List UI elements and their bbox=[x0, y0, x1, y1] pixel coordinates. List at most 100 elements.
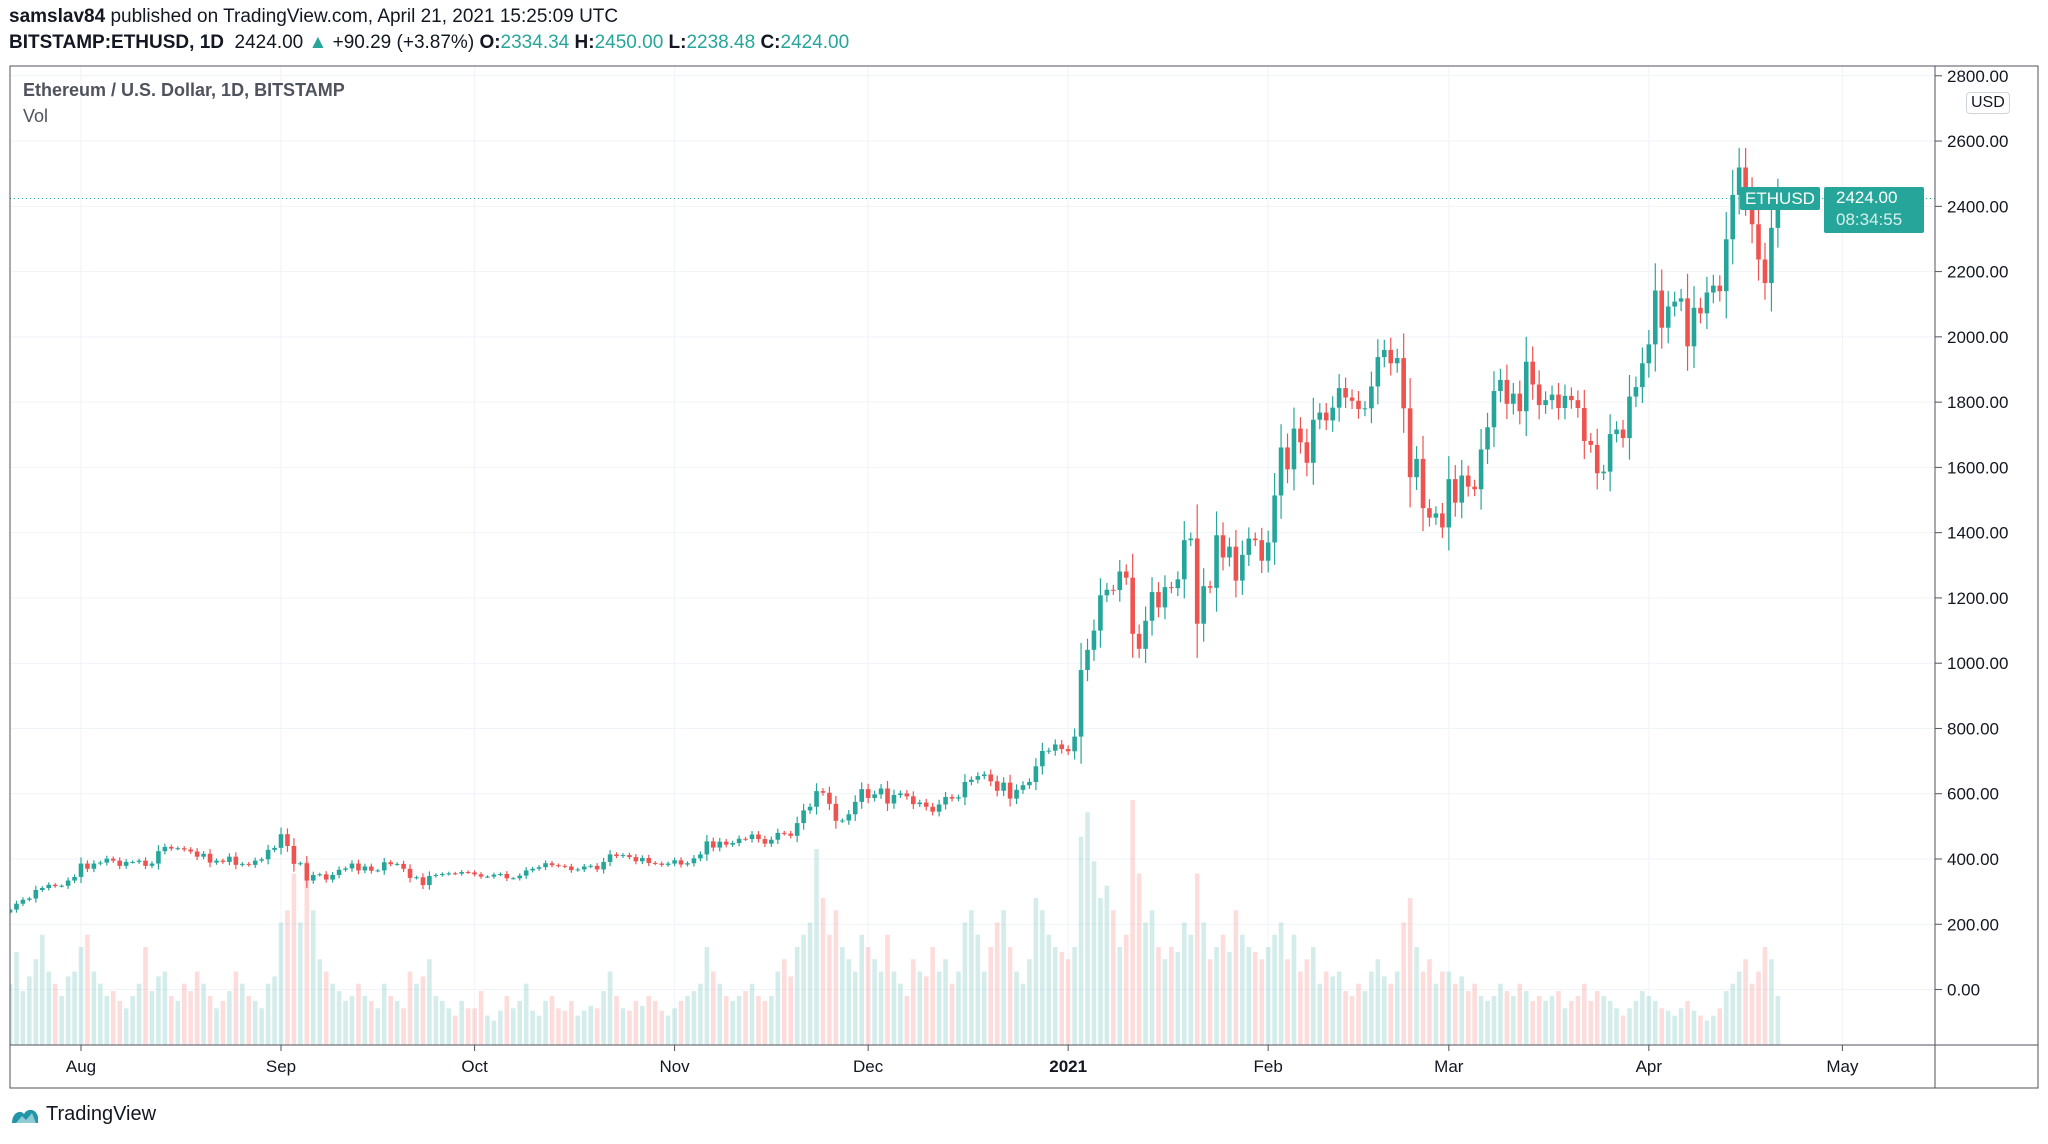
candle-body bbox=[575, 869, 581, 871]
candle-body bbox=[1562, 395, 1568, 408]
open-value: 2334.34 bbox=[500, 32, 570, 53]
volume-bar bbox=[1698, 1015, 1703, 1045]
volume-bar bbox=[459, 1000, 464, 1045]
volume-bar bbox=[1149, 910, 1155, 1045]
candle-body bbox=[769, 839, 774, 844]
volume-bar bbox=[1246, 947, 1252, 1045]
candle-body bbox=[820, 791, 826, 793]
volume-bar bbox=[78, 947, 84, 1045]
candle-body bbox=[104, 858, 110, 863]
volume-bar bbox=[665, 1015, 671, 1045]
volume-bar bbox=[833, 910, 839, 1045]
candle-body bbox=[356, 863, 361, 871]
tradingview-logo[interactable]: TradingView bbox=[10, 1103, 156, 1126]
candle-body bbox=[698, 854, 703, 859]
volume-bar bbox=[1007, 947, 1013, 1045]
volume-bar bbox=[491, 1020, 497, 1045]
candle-body bbox=[1749, 196, 1755, 225]
candle-body bbox=[827, 792, 832, 804]
volume-bar bbox=[20, 991, 26, 1045]
candle-body bbox=[1349, 397, 1355, 401]
volume-bar bbox=[104, 996, 110, 1045]
high-label: H: bbox=[574, 32, 595, 53]
candle-body bbox=[46, 884, 52, 889]
author[interactable]: samslav84 bbox=[9, 6, 106, 27]
candle-body bbox=[91, 863, 97, 869]
candle-body bbox=[1717, 285, 1723, 292]
candle-body bbox=[1117, 571, 1123, 591]
volume-bar bbox=[433, 996, 439, 1045]
candle-body bbox=[149, 863, 155, 866]
volume-bar bbox=[1001, 910, 1006, 1045]
candle-body bbox=[252, 860, 258, 865]
candle-body bbox=[1059, 744, 1065, 750]
volume-bar bbox=[175, 1000, 181, 1045]
candle-body bbox=[1104, 589, 1110, 596]
candle-body bbox=[988, 774, 994, 782]
candle-body bbox=[1478, 449, 1484, 490]
volume-bar bbox=[1472, 983, 1477, 1045]
volume-bar bbox=[1601, 996, 1606, 1045]
volume-bar bbox=[510, 1008, 516, 1045]
volume-bar bbox=[427, 959, 432, 1045]
x-tick-label: Nov bbox=[659, 1057, 690, 1076]
candle-body bbox=[969, 779, 974, 782]
x-tick-label: Apr bbox=[1636, 1057, 1663, 1076]
candle-body bbox=[1485, 427, 1490, 450]
candle-body bbox=[1446, 479, 1452, 528]
candle-body bbox=[85, 863, 90, 869]
volume-bar bbox=[852, 971, 858, 1045]
volume-bar bbox=[523, 983, 529, 1045]
volume-bar bbox=[1620, 1015, 1626, 1045]
volume-bar bbox=[156, 976, 161, 1045]
volume-bar bbox=[1336, 971, 1342, 1045]
candle-body bbox=[1259, 540, 1265, 561]
candle-body bbox=[891, 795, 897, 804]
currency-button[interactable]: USD bbox=[1966, 92, 2010, 114]
candle-body bbox=[781, 832, 787, 834]
volume-bar bbox=[1065, 959, 1071, 1045]
volume-bar bbox=[265, 983, 271, 1045]
volume-bar bbox=[401, 1008, 406, 1045]
candle-body bbox=[1007, 782, 1013, 799]
candle-body bbox=[143, 860, 148, 866]
candle-body bbox=[78, 863, 84, 877]
candle-body bbox=[1291, 428, 1297, 470]
candle-body bbox=[1627, 396, 1632, 439]
change: +90.29 (+3.87%) bbox=[332, 32, 475, 53]
volume-bar bbox=[1511, 996, 1516, 1045]
volume-bar bbox=[1117, 947, 1123, 1045]
candle-body bbox=[433, 874, 439, 876]
candle-body bbox=[110, 858, 116, 861]
candle-body bbox=[169, 846, 174, 849]
volume-bar bbox=[169, 996, 174, 1045]
tradingview-logo-icon bbox=[12, 1109, 38, 1123]
candle-body bbox=[1556, 394, 1561, 408]
candle-body bbox=[1149, 592, 1155, 621]
candle-body bbox=[1046, 750, 1052, 752]
volume-bar bbox=[846, 959, 852, 1045]
candle-body bbox=[1227, 546, 1232, 558]
candle-body bbox=[207, 853, 213, 863]
candle-body bbox=[1775, 198, 1781, 228]
volume-bar bbox=[246, 996, 252, 1045]
candle-body bbox=[156, 851, 161, 864]
candle-body bbox=[1388, 349, 1394, 364]
candle-body bbox=[1175, 579, 1181, 589]
volume-bar bbox=[1252, 951, 1258, 1045]
volume-bar bbox=[1291, 934, 1297, 1045]
y-tick-label: 400.00 bbox=[1947, 850, 1999, 869]
candle-body bbox=[1427, 508, 1432, 518]
candle-body bbox=[181, 848, 187, 850]
volume-bar bbox=[181, 983, 187, 1045]
last-price: 2424.00 bbox=[234, 32, 304, 53]
candle-body bbox=[1575, 400, 1581, 408]
candle-body bbox=[1523, 361, 1529, 412]
candle-body bbox=[298, 863, 303, 865]
candle-body bbox=[956, 797, 961, 799]
volume-bar bbox=[233, 971, 239, 1045]
volume-bar bbox=[1640, 991, 1645, 1045]
volume-bar bbox=[801, 934, 806, 1045]
volume-bar bbox=[498, 1010, 503, 1045]
